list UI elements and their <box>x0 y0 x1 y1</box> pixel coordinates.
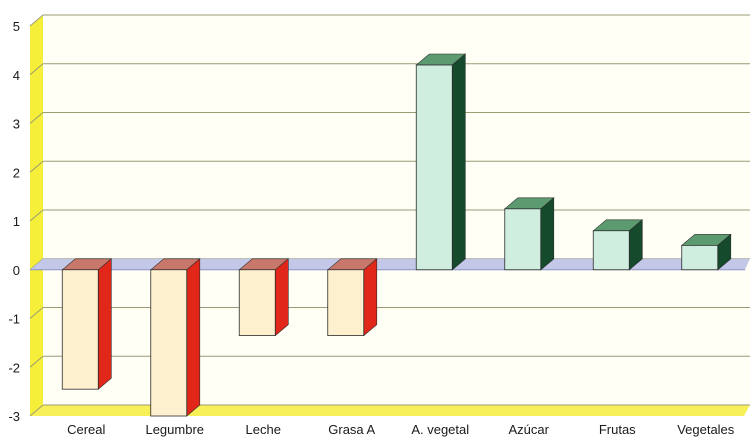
bar-front-face <box>150 269 188 417</box>
x-category-label: Grasa A <box>328 422 375 437</box>
x-category-label: Leche <box>246 422 281 437</box>
x-category-label: Frutas <box>599 422 636 437</box>
x-category-label: Vegetales <box>677 422 735 437</box>
gridline-side <box>29 209 44 222</box>
gridline-side <box>29 63 44 76</box>
gridline-side <box>29 112 44 124</box>
gridlines <box>29 14 750 417</box>
bar-front-face <box>504 208 542 271</box>
bar-8 <box>680 233 732 271</box>
y-tick-label: -3 <box>8 409 20 424</box>
bar-front-face <box>681 244 719 271</box>
bar-4 <box>326 258 378 337</box>
y-tick-label: 0 <box>13 263 20 278</box>
bar-front-face <box>238 269 276 336</box>
y-axis-ticks: 5 4 3 2 1 0 -1 -2 -3 <box>8 19 20 424</box>
bar-side-face <box>186 258 201 417</box>
gridline-side <box>29 160 44 173</box>
zero-floor <box>30 258 750 271</box>
bar-side-face <box>363 258 378 337</box>
gridline-side <box>29 355 44 368</box>
gridline-side <box>29 258 44 271</box>
bar-front-face <box>327 269 365 336</box>
gridline-side <box>29 307 44 319</box>
y-tick-label: 4 <box>13 68 20 83</box>
bars <box>61 53 732 417</box>
bar-side-face <box>540 197 555 271</box>
bar-front-face <box>592 230 630 271</box>
y-tick-label: -2 <box>8 360 20 375</box>
bar-front-face <box>415 64 453 271</box>
gridline-side <box>29 404 44 417</box>
zero-plane <box>30 258 750 270</box>
y-tick-label: 2 <box>13 165 20 180</box>
x-axis-labels: Cereal Legumbre Leche Grasa A A. vegetal Azúc… <box>67 422 735 437</box>
bar-7 <box>592 219 644 271</box>
y-tick-label: -1 <box>8 312 20 327</box>
bar-5 <box>415 53 467 271</box>
bar-side-face <box>98 258 112 390</box>
bar-1 <box>61 258 113 390</box>
bar-front-face <box>61 269 99 390</box>
y-tick-label: 5 <box>13 19 20 34</box>
x-category-label: Legumbre <box>145 422 204 437</box>
y-tick-label: 1 <box>13 214 20 229</box>
x-category-label: Cereal <box>67 422 105 437</box>
gridline-side <box>29 14 44 27</box>
x-category-label: Azúcar <box>509 422 550 437</box>
bar-2 <box>149 258 201 417</box>
bar-6 <box>503 197 555 271</box>
y-tick-label: 3 <box>13 117 20 132</box>
bottom-floor <box>30 405 750 416</box>
bar-side-face <box>274 258 289 337</box>
bar-3 <box>238 258 290 337</box>
bar-side-face <box>451 53 466 271</box>
x-category-label: A. vegetal <box>411 422 469 437</box>
